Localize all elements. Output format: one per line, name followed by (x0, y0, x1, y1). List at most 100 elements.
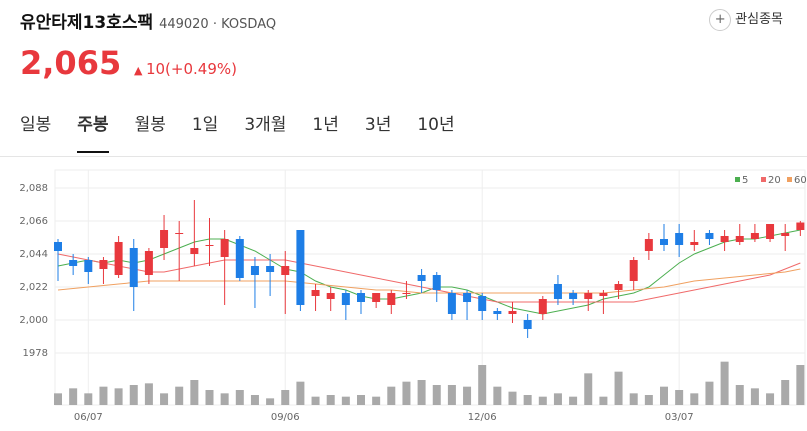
candle-body (750, 233, 759, 239)
volume-bar (235, 390, 244, 405)
candle-body (266, 266, 275, 272)
y-tick-label: 2,022 (19, 282, 48, 293)
volume-bar (144, 383, 153, 405)
y-tick-label: 2,088 (19, 183, 48, 194)
favorite-button[interactable]: + 관심종목 (709, 8, 783, 31)
candle-body (705, 233, 714, 239)
x-tick-label: 06/07 (74, 412, 103, 423)
candle-body (114, 242, 123, 275)
volume-bar (129, 385, 138, 405)
volume-bar (114, 388, 123, 405)
candle-body (523, 320, 532, 329)
candle-body (432, 275, 441, 290)
x-tick-label: 12/06 (468, 412, 497, 423)
y-tick-label: 1978 (23, 348, 48, 359)
code: 449020 (159, 17, 209, 32)
candle-body (447, 293, 456, 314)
y-tick-label: 2,044 (19, 249, 48, 260)
candle-body (160, 230, 169, 248)
legend-swatch (761, 177, 766, 182)
candle-body (584, 293, 593, 299)
volume-bar (508, 391, 517, 405)
volume-bar (281, 390, 290, 405)
volume-bar (266, 398, 275, 405)
volume-bar (750, 388, 759, 405)
tab[interactable]: 1일 (191, 115, 219, 135)
volume-bar (99, 386, 108, 405)
volume-bar (69, 388, 78, 405)
volume-bar (341, 396, 350, 405)
volume-bar (614, 371, 623, 405)
volume-bar (599, 396, 608, 405)
change: ▲ 10(+0.49%) (134, 60, 237, 78)
tabs: 일봉 주봉 월봉 1일 3개월 1년 3년 10년 (20, 110, 481, 153)
candle-body (493, 311, 502, 314)
volume-bar (84, 393, 93, 405)
volume-bar (205, 390, 214, 405)
volume-bar (326, 395, 335, 405)
y-tick-label: 2,066 (19, 216, 48, 227)
volume-bar (796, 365, 805, 405)
tab[interactable]: 주봉 (77, 110, 109, 153)
y-tick-label: 2,000 (19, 315, 48, 326)
volume-bar (372, 396, 381, 405)
candle-body (538, 299, 547, 314)
candle-body (84, 260, 93, 272)
candle-body (311, 290, 320, 296)
volume-bar (311, 396, 320, 405)
candle-body (690, 242, 699, 245)
legend-swatch (735, 177, 740, 182)
candle-body (175, 233, 184, 234)
candle-body (614, 284, 623, 290)
candle-body (478, 296, 487, 311)
candle-body (235, 239, 244, 278)
volume-bar (523, 395, 532, 405)
volume-bar (675, 390, 684, 405)
candle-body (629, 260, 638, 281)
volume-bar (463, 386, 472, 405)
volume-bar (629, 393, 638, 405)
candle-body (720, 236, 729, 242)
legend-label: 20 (768, 175, 781, 186)
tab[interactable]: 월봉 (134, 115, 166, 135)
market: KOSDAQ (221, 17, 277, 32)
tab[interactable]: 1년 (312, 115, 339, 135)
volume-bar (766, 393, 775, 405)
candle-body (296, 230, 305, 305)
favorite-label: 관심종목 (735, 12, 783, 27)
price: 2,065 (20, 44, 122, 82)
tab[interactable]: 3년 (364, 115, 392, 135)
volume-bar (478, 365, 487, 405)
candle-body (402, 293, 411, 294)
candle-body (417, 275, 426, 281)
x-tick-label: 09/06 (271, 412, 300, 423)
candle-body (281, 266, 290, 275)
volume-bar (250, 395, 259, 405)
moving-average (57, 253, 801, 303)
candle-body (660, 239, 668, 245)
moving-average (57, 268, 801, 294)
volume-bar (781, 380, 790, 405)
volume-bar (705, 381, 714, 405)
tab[interactable]: 10년 (417, 115, 455, 135)
candle-body (644, 239, 653, 251)
volume-bar (493, 386, 502, 405)
candle-body (190, 248, 199, 254)
candle-body (508, 311, 517, 314)
volume-bar (660, 386, 668, 405)
volume-bar (538, 396, 547, 405)
tab[interactable]: 3개월 (244, 115, 287, 135)
volume-bar (644, 395, 653, 405)
divider (0, 156, 807, 157)
volume-bar (175, 386, 184, 405)
tab[interactable]: 일봉 (20, 115, 52, 135)
candle-body (341, 293, 350, 305)
candle-body (250, 266, 259, 275)
candle-body (99, 260, 108, 269)
volume-bar (190, 380, 199, 405)
candle-body (796, 222, 805, 230)
candle-body (372, 293, 381, 302)
candle-body (144, 251, 153, 275)
candle-body (54, 242, 62, 251)
